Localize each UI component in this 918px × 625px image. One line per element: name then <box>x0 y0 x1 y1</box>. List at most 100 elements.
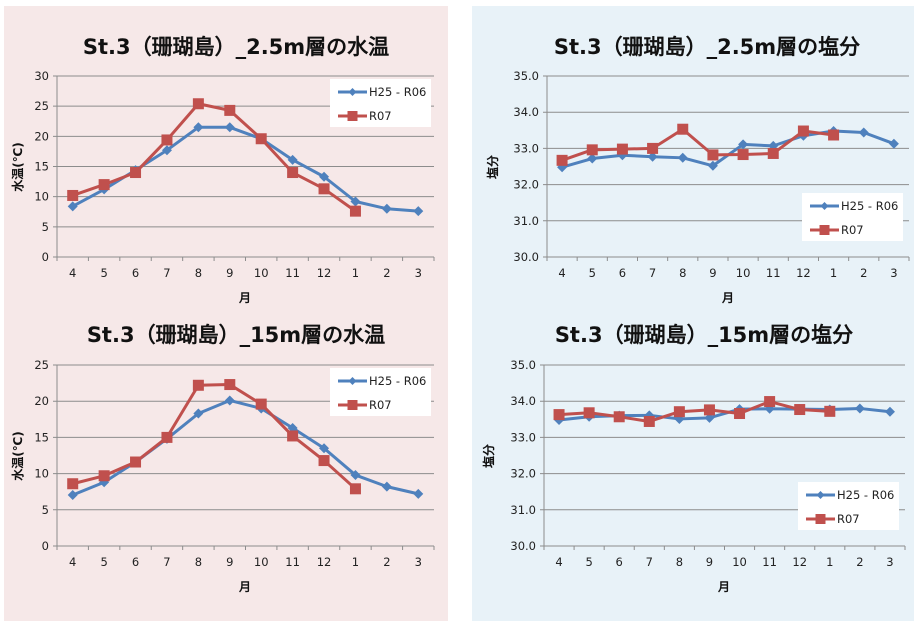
y-tick-label: 30 <box>34 69 49 83</box>
y-axis-label: 水温(℃) <box>10 142 25 192</box>
chart-temp-15m: St.3（珊瑚島）_15m層の水温 水温(℃) 月 0 5 10 15 20 25 4 5 6 7… <box>10 323 435 594</box>
data-point-square <box>767 147 779 159</box>
data-point-square <box>764 396 776 408</box>
x-tick-label: 1 <box>826 555 833 569</box>
chart-temp-2-5m: St.3（珊瑚島）_2.5m層の水温 水温(℃) 月 0510152025304… <box>10 35 435 305</box>
y-tick-label: 25 <box>34 99 49 113</box>
x-tick-label: 3 <box>886 555 893 569</box>
y-tick-label: 20 <box>34 129 49 143</box>
x-tick-label: 2 <box>383 266 390 280</box>
legend-label: H25 - R06 <box>369 85 426 99</box>
x-tick-label: 10 <box>254 266 269 280</box>
data-point-diamond <box>677 152 688 163</box>
legend-marker-square <box>815 514 826 524</box>
legend-box <box>798 482 899 530</box>
y-tick-label: 31.0 <box>510 503 536 517</box>
chart-title: St.3（珊瑚島）_2.5m層の塩分 <box>554 35 860 59</box>
data-point-square <box>828 129 840 141</box>
legend: H25 - R06 R07 <box>802 193 903 241</box>
data-point-diamond <box>67 201 78 212</box>
x-tick-label: 12 <box>317 555 332 569</box>
x-tick-label: 10 <box>736 266 751 280</box>
data-point-square <box>613 411 625 423</box>
y-tick-label: 15 <box>34 160 49 174</box>
data-point-square <box>161 431 173 443</box>
y-tick-label: 25 <box>34 358 49 372</box>
x-tick-label: 5 <box>100 555 107 569</box>
x-tick-label: 4 <box>69 555 76 569</box>
data-point-square <box>797 125 809 137</box>
x-tick-label: 3 <box>890 266 897 280</box>
x-axis-label: 月 <box>721 291 734 305</box>
x-tick-label: 11 <box>285 555 300 569</box>
x-tick-label: 8 <box>676 555 683 569</box>
data-point-square <box>192 379 204 391</box>
y-tick-label: 34.0 <box>513 105 539 119</box>
y-tick-label: 10 <box>34 190 49 204</box>
data-point-square <box>255 133 267 145</box>
legend-marker-square <box>819 225 830 235</box>
y-axis-label: 塩分 <box>485 155 500 179</box>
x-tick-label: 12 <box>317 266 332 280</box>
legend-label: H25 - R06 <box>841 199 898 213</box>
legend-marker-diamond <box>820 202 829 210</box>
y-tick-label: 33.0 <box>510 430 536 444</box>
x-tick-label: 11 <box>285 266 300 280</box>
series-line-r07 <box>72 383 357 490</box>
legend-marker-diamond <box>348 88 357 96</box>
legend-label: H25 - R06 <box>369 374 426 388</box>
y-tick-label: 33.0 <box>513 141 539 155</box>
legend: H25 - R06 R07 <box>330 368 431 416</box>
x-tick-label: 7 <box>646 555 653 569</box>
data-point-square <box>707 149 719 161</box>
data-point-square <box>161 134 173 146</box>
y-tick-label: 0 <box>42 250 49 264</box>
x-tick-label: 1 <box>352 266 359 280</box>
y-tick-label: 0 <box>42 539 49 553</box>
data-point-square <box>794 404 806 416</box>
data-point-diamond <box>587 153 598 164</box>
data-point-square <box>192 98 204 110</box>
chart-salinity-15m: St.3（珊瑚島）_15m層の塩分 塩分 月 30.0 31.0 32.0 33.0 3… <box>481 323 906 594</box>
y-tick-label: 5 <box>42 220 49 234</box>
x-tick-label: 6 <box>132 555 139 569</box>
data-point-square <box>318 183 330 195</box>
data-point-diamond <box>193 122 204 133</box>
y-axis-label: 塩分 <box>481 444 496 468</box>
y-axis-label: 水温(℃) <box>10 431 25 481</box>
data-point-square <box>98 470 110 482</box>
x-tick-label: 12 <box>792 555 807 569</box>
x-tick-label: 8 <box>195 555 202 569</box>
series-line-r07 <box>561 127 834 162</box>
data-point-diamond <box>381 481 392 492</box>
data-point-diamond <box>319 171 330 182</box>
data-point-square <box>734 408 746 420</box>
y-tick-label: 20 <box>34 394 49 408</box>
data-point-square <box>67 478 79 490</box>
y-tick-label: 34.0 <box>510 394 536 408</box>
data-point-diamond <box>738 139 749 150</box>
x-tick-label: 7 <box>163 555 170 569</box>
legend: H25 - R06 R07 <box>330 79 431 127</box>
x-tick-label: 5 <box>100 266 107 280</box>
x-tick-label: 5 <box>585 555 592 569</box>
data-point-square <box>647 142 659 154</box>
data-point-diamond <box>287 154 298 165</box>
y-tick-label: 35.0 <box>513 69 539 83</box>
data-point-square <box>318 455 330 467</box>
legend-label: H25 - R06 <box>837 488 894 502</box>
data-point-square <box>616 143 628 155</box>
data-point-square <box>224 104 236 116</box>
data-point-square <box>586 144 598 156</box>
x-tick-label: 4 <box>555 555 562 569</box>
data-point-diamond <box>193 408 204 419</box>
legend-marker-square <box>347 400 358 410</box>
data-point-square <box>224 379 236 391</box>
data-point-diamond <box>67 489 78 500</box>
x-tick-label: 6 <box>132 266 139 280</box>
y-tick-label: 15 <box>34 430 49 444</box>
x-tick-label: 10 <box>254 555 269 569</box>
legend-box <box>802 193 903 241</box>
data-point-diamond <box>224 122 235 133</box>
